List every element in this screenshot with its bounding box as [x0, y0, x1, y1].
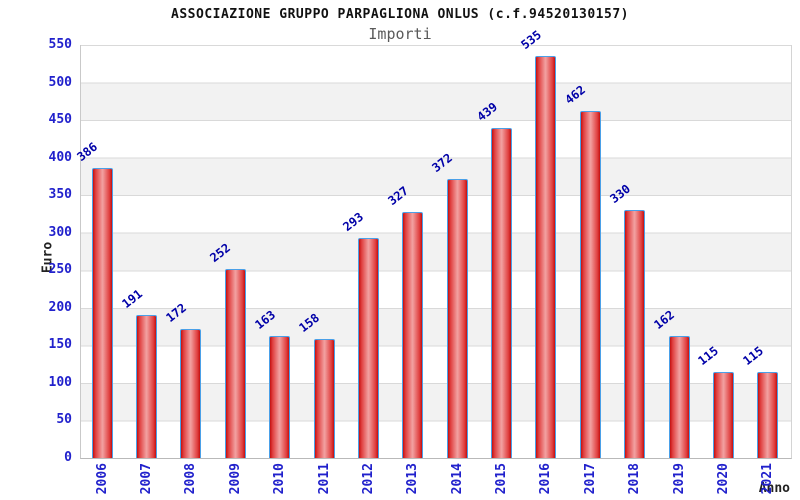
y-tick-label: 500	[48, 74, 72, 90]
x-tick-label: 2019	[671, 463, 687, 495]
x-tick-label: 2007	[139, 463, 155, 495]
bar-2012	[357, 237, 379, 458]
x-axis-label: Anno	[758, 481, 790, 496]
bar-2009	[224, 268, 246, 458]
x-tick-label: 2006	[94, 463, 110, 495]
x-tick-label: 2009	[227, 463, 243, 495]
y-tick-label: 250	[48, 262, 72, 278]
chart-subtitle: Importi	[368, 25, 432, 43]
y-tick-label: 450	[48, 112, 72, 128]
y-tick-label: 0	[64, 450, 72, 465]
bar-2007	[136, 314, 158, 458]
x-tick-label: 2013	[405, 463, 421, 495]
bar-2006	[91, 168, 113, 458]
x-tick-label: 2016	[538, 463, 554, 495]
y-tick-label: 300	[48, 224, 72, 240]
bar-2011	[313, 339, 335, 458]
x-tick-label: 2021	[760, 463, 776, 495]
x-tick-label: 2020	[715, 463, 731, 495]
bar-2021	[757, 371, 779, 458]
bar-2014	[446, 178, 468, 458]
bar-2015	[491, 128, 513, 458]
y-tick-label: 350	[48, 187, 72, 203]
bar-2018	[624, 210, 646, 458]
y-tick-label: 150	[48, 337, 72, 353]
y-tick-label: 550	[48, 37, 72, 52]
x-tick-label: 2017	[582, 463, 598, 495]
bar-2016	[535, 56, 557, 458]
x-tick-label: 2018	[627, 463, 643, 495]
x-tick-label: 2014	[449, 463, 465, 495]
y-tick-label: 100	[48, 374, 72, 390]
y-tick-label: 400	[48, 149, 72, 165]
bar-2013	[402, 212, 424, 458]
x-tick-label: 2010	[272, 463, 288, 495]
y-tick-label: 50	[56, 412, 72, 428]
bar-2008	[180, 328, 202, 458]
bar-2020	[712, 371, 734, 458]
x-tick-label: 2011	[316, 463, 332, 495]
chart-title: ASSOCIAZIONE GRUPPO PARPAGLIONA ONLUS (c…	[171, 7, 629, 22]
x-tick-label: 2012	[360, 463, 376, 495]
x-tick-label: 2008	[183, 463, 199, 495]
y-tick-label: 200	[48, 299, 72, 315]
bar-2019	[668, 336, 690, 458]
bar-2010	[269, 335, 291, 458]
x-tick-label: 2015	[494, 463, 510, 495]
bar-2017	[579, 111, 601, 458]
